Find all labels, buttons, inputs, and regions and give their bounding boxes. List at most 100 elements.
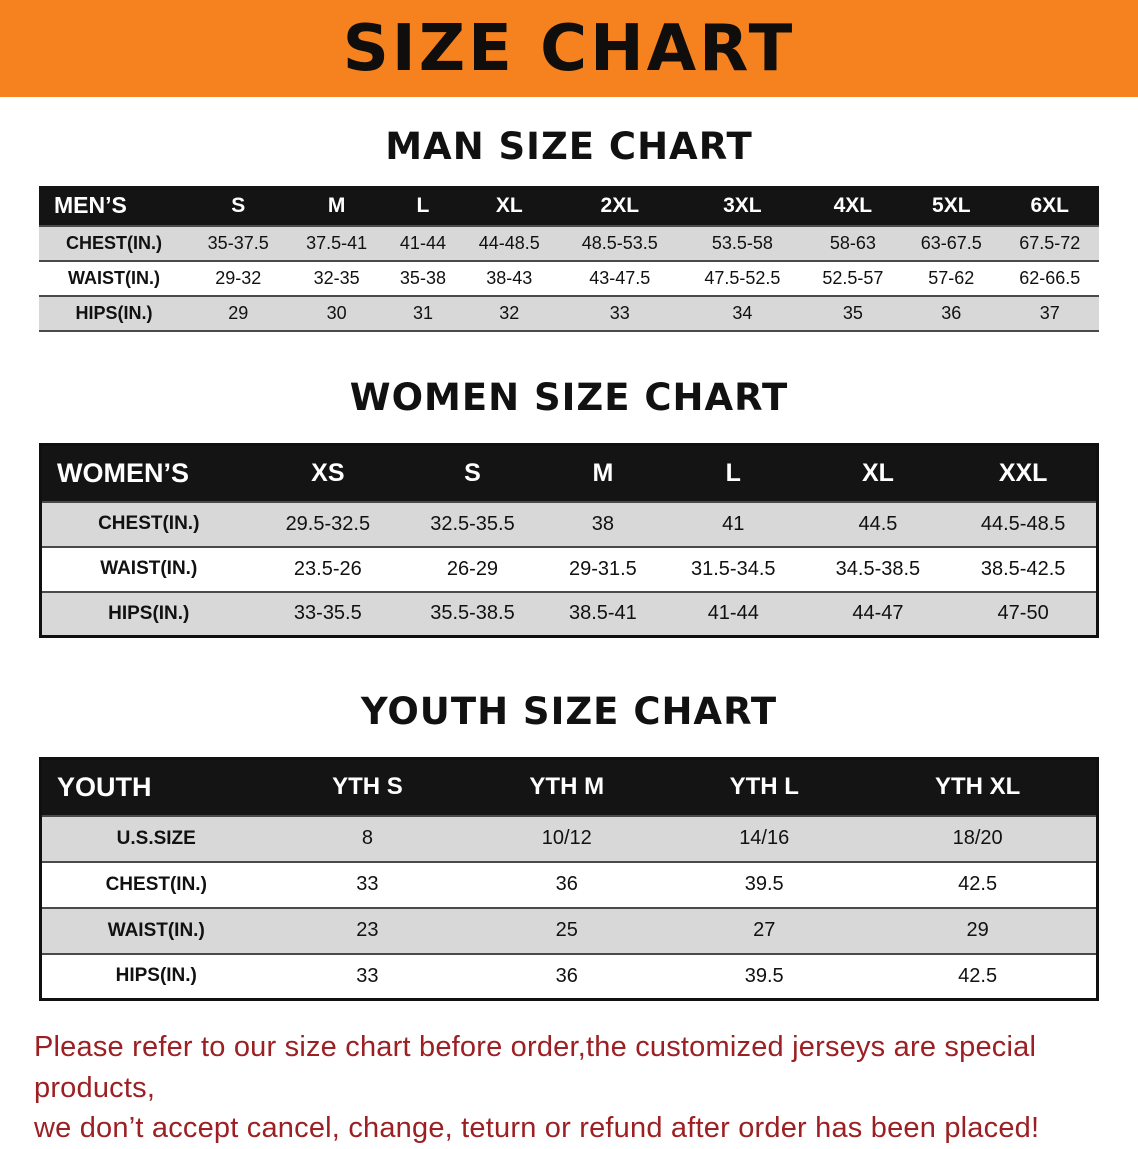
youth-row-label-2: WAIST(IN.) [107,919,205,941]
youth-cell-1-0: 33 [356,873,379,895]
women-table-row-0: CHEST(IN.) 29.5-32.5 32.5-35.5 38 41 44.5 44.5… [40,501,1098,547]
youth-cell-0-1: 10/12 [541,827,592,849]
men-cell-1-4: 43-47.5 [589,268,651,288]
youth-column-header-1: YTH S [332,773,403,801]
youth-row-label-3: HIPS(IN.) [115,965,197,987]
youth-cell-2-1: 25 [555,919,578,941]
women-row-label-0: CHEST(IN.) [98,513,200,534]
men-cell-0-0: 35-37.5 [207,233,269,253]
youth-row-label-0: U.S.SIZE [116,827,196,849]
women-cell-0-4: 44.5 [858,512,898,535]
men-header-row: MEN’S S M L XL 2XL 3XL 4XL 5XL 6XL [39,186,1099,226]
women-cell-0-3: 41 [722,512,745,535]
youth-column-header-2: YTH M [529,773,605,801]
men-cell-0-7: 63-67.5 [920,233,982,253]
size-chart-banner: SIZE CHART [0,0,1138,97]
youth-column-header-4: YTH XL [934,773,1021,801]
men-table-row-1: WAIST(IN.) 29-32 32-35 35-38 38-43 43-47.5 47.… [39,261,1099,296]
youth-header-row: YOUTH YTH S YTH M YTH L YTH XL [40,758,1098,816]
banner-title: SIZE CHART [342,11,796,86]
men-cell-2-0: 29 [228,303,249,323]
youth-cell-2-3: 29 [966,919,989,941]
men-column-header-3: L [416,193,430,217]
men-cell-1-7: 57-62 [928,268,975,288]
youth-section-heading: YOUTH SIZE CHART [360,690,778,733]
women-cell-1-0: 23.5-26 [293,557,362,580]
women-size-table: WOMEN’S XS S M L XL XXL CHEST(IN.) 29.5-32.5 32.… [39,443,1099,638]
youth-cell-1-1: 36 [555,873,578,895]
women-cell-2-1: 35.5-38.5 [430,602,515,625]
disclaimer-line-2: we don’t accept cancel, change, teturn o… [34,1112,1040,1145]
men-row-label-2: HIPS(IN.) [75,303,153,323]
men-cell-1-5: 47.5-52.5 [704,268,781,288]
women-row-label-2: HIPS(IN.) [108,602,190,624]
women-cell-2-0: 33-35.5 [293,602,362,625]
youth-cell-1-3: 42.5 [958,873,998,895]
men-cell-0-1: 37.5-41 [306,233,368,253]
women-cell-1-3: 31.5-34.5 [691,557,776,580]
men-cell-2-6: 35 [842,303,863,323]
women-column-header-4: L [725,458,741,487]
men-cell-0-8: 67.5-72 [1019,233,1081,253]
women-column-header-0: WOMEN’S [57,457,189,488]
youth-table-body: U.S.SIZE 8 10/12 14/16 18/20 CHEST(IN.) 33 36 39… [40,815,1098,1000]
disclaimer-line-1: Please refer to our size chart before or… [34,1031,1037,1104]
women-cell-2-3: 41-44 [707,602,759,625]
men-column-header-7: 4XL [833,193,873,217]
youth-section: YOUTH SIZE CHART YOUTH YTH S YTH M YTH L YTH… [0,690,1138,1001]
women-cell-0-5: 44.5-48.5 [980,512,1066,535]
youth-size-table: YOUTH YTH S YTH M YTH L YTH XL U.S.SIZE 8 10/1… [39,757,1099,1001]
men-cell-1-0: 29-32 [215,268,262,288]
women-cell-1-4: 34.5-38.5 [835,557,921,580]
men-table-body: CHEST(IN.) 35-37.5 37.5-41 41-44 44-48.5 48.5… [39,226,1099,331]
men-column-header-6: 3XL [723,193,762,217]
men-column-header-1: S [231,193,246,217]
men-section-heading: MAN SIZE CHART [385,125,753,168]
men-column-header-8: 5XL [932,193,971,217]
men-table-row-2: HIPS(IN.) 29 30 31 32 33 34 35 36 37 [39,296,1099,331]
men-cell-0-6: 58-63 [829,233,876,253]
youth-cell-1-2: 39.5 [744,873,784,895]
women-table-body: CHEST(IN.) 29.5-32.5 32.5-35.5 38 41 44.5 44.5… [40,501,1098,637]
women-table-row-1: WAIST(IN.) 23.5-26 26-29 29-31.5 31.5-34.5 34… [40,546,1098,592]
women-header-row: WOMEN’S XS S M L XL XXL [40,444,1098,502]
youth-cell-2-0: 23 [356,919,379,941]
men-cell-1-6: 52.5-57 [822,268,884,288]
men-cell-2-1: 30 [326,303,347,323]
youth-cell-3-3: 42.5 [958,964,998,987]
men-cell-2-8: 37 [1039,303,1060,323]
women-cell-0-0: 29.5-32.5 [285,512,371,535]
men-cell-1-8: 62-66.5 [1019,268,1081,288]
women-cell-2-2: 38.5-41 [568,602,637,625]
women-cell-1-2: 29-31.5 [568,557,637,580]
youth-cell-0-2: 14/16 [739,827,790,849]
women-column-header-5: XL [861,458,894,487]
men-column-header-0: MEN’S [54,192,127,218]
youth-cell-0-0: 8 [361,827,373,849]
men-table-row-0: CHEST(IN.) 35-37.5 37.5-41 41-44 44-48.5 48.5… [39,226,1099,261]
youth-column-header-0: YOUTH [57,771,152,802]
men-cell-2-7: 36 [941,303,962,323]
men-cell-2-3: 32 [499,303,520,323]
women-column-header-1: XS [311,458,345,487]
men-cell-0-2: 41-44 [399,233,446,253]
women-cell-2-5: 47-50 [997,602,1049,625]
men-cell-0-5: 53.5-58 [711,233,773,253]
youth-table-row-2: WAIST(IN.) 23 25 27 29 [40,907,1098,954]
youth-table-row-0: U.S.SIZE 8 10/12 14/16 18/20 [40,815,1098,862]
men-cell-1-2: 35-38 [399,268,446,288]
youth-row-label-1: CHEST(IN.) [105,873,207,895]
women-cell-1-1: 26-29 [446,557,499,580]
women-cell-1-5: 38.5-42.5 [980,557,1066,580]
men-cell-1-3: 38-43 [486,268,533,288]
youth-table-row-1: CHEST(IN.) 33 36 39.5 42.5 [40,861,1098,908]
women-column-header-3: M [592,458,614,487]
women-table-row-2: HIPS(IN.) 33-35.5 35.5-38.5 38.5-41 41-44 44-… [40,591,1098,637]
men-cell-2-5: 34 [732,303,753,323]
women-column-header-6: XXL [998,458,1048,487]
men-cell-2-4: 33 [609,303,630,323]
youth-cell-0-3: 18/20 [952,827,1003,849]
men-cell-0-3: 44-48.5 [478,233,540,253]
youth-column-header-3: YTH L [729,773,799,801]
men-column-header-5: 2XL [600,193,640,217]
